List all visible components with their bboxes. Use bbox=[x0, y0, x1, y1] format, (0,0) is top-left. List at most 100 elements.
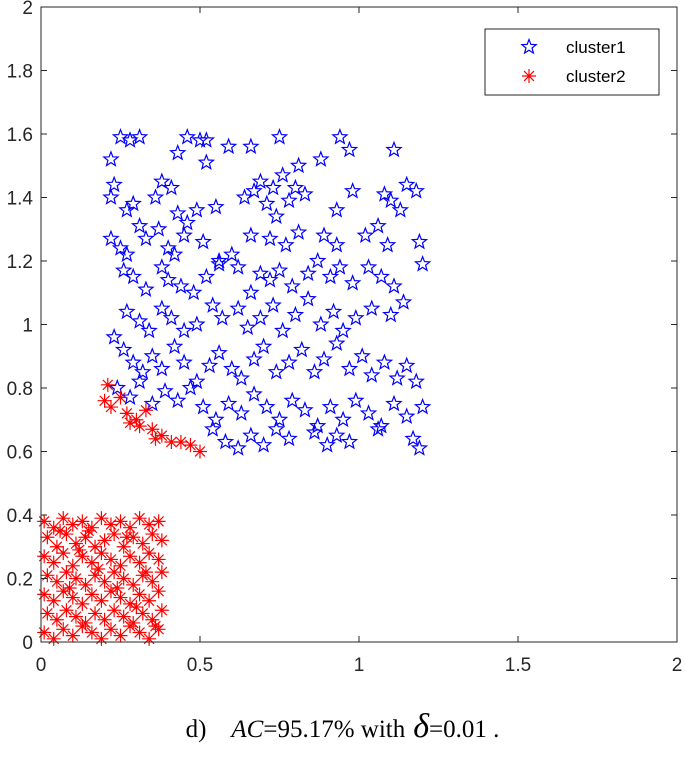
cluster1-point bbox=[404, 429, 422, 447]
y-tick-label: 0.2 bbox=[7, 570, 33, 591]
cluster1-point bbox=[413, 255, 432, 272]
cluster1-point bbox=[175, 321, 193, 339]
cluster1-point bbox=[264, 296, 282, 313]
cluster1-point bbox=[343, 181, 362, 199]
cluster2-point bbox=[72, 542, 87, 557]
cluster1-point bbox=[114, 340, 133, 358]
cluster2-point bbox=[138, 565, 153, 580]
x-tick-label: 1.5 bbox=[505, 655, 531, 676]
cluster2-point bbox=[154, 428, 169, 443]
scatter-chart: 0 0.5 1 1.5 2 0 0.2 0.4 0.6 0.8 1 1.2 1.4 1.6 1.8 2 clu… bbox=[7, 0, 683, 676]
cluster2-point bbox=[129, 412, 144, 427]
cluster2-point bbox=[107, 603, 122, 618]
cluster2-point bbox=[116, 539, 131, 554]
cluster1-point bbox=[391, 201, 410, 218]
cluster2-point bbox=[151, 552, 166, 567]
cluster1-point bbox=[242, 137, 260, 155]
cluster1-point bbox=[251, 308, 270, 326]
cluster1-point bbox=[258, 194, 276, 212]
cluster1-point bbox=[156, 381, 174, 399]
x-tick-label: 0.5 bbox=[187, 655, 213, 676]
cluster2-point bbox=[40, 606, 55, 621]
cluster1-point bbox=[280, 191, 298, 209]
cluster1-point bbox=[216, 432, 235, 450]
cluster1-point bbox=[165, 337, 184, 355]
cluster2-point bbox=[148, 431, 163, 446]
cluster2-point bbox=[183, 438, 198, 453]
cluster1-point bbox=[362, 366, 381, 383]
cluster2-point bbox=[46, 555, 61, 570]
cluster1-point bbox=[362, 299, 381, 317]
cluster1-point bbox=[153, 359, 171, 377]
cluster1-point bbox=[324, 302, 343, 320]
series-cluster1 bbox=[102, 127, 432, 456]
cluster1-point bbox=[197, 131, 216, 148]
cluster2-point bbox=[107, 565, 122, 580]
cluster1-point bbox=[203, 296, 222, 313]
cluster2-point bbox=[145, 422, 160, 437]
cluster1-point bbox=[197, 153, 216, 170]
cluster2-point bbox=[65, 590, 80, 605]
cluster2-point bbox=[151, 514, 166, 529]
cluster2-point bbox=[100, 377, 115, 392]
cluster1-point bbox=[245, 385, 263, 402]
cluster1-point bbox=[105, 175, 123, 193]
y-tick-label: 0.8 bbox=[7, 379, 33, 400]
cluster1-point bbox=[162, 308, 181, 326]
series-layer bbox=[37, 127, 432, 646]
cluster1-point bbox=[296, 401, 314, 418]
cluster2-point bbox=[65, 517, 80, 532]
cluster1-point bbox=[328, 235, 346, 253]
cluster1-point bbox=[165, 245, 184, 263]
cluster1-point bbox=[286, 305, 305, 323]
y-tick-label: 0.6 bbox=[7, 443, 33, 464]
cluster2-point bbox=[145, 612, 160, 627]
cluster1-point bbox=[299, 289, 317, 307]
cluster1-point bbox=[178, 213, 197, 231]
cluster2-point bbox=[56, 511, 71, 526]
cluster2-point bbox=[154, 603, 169, 618]
cluster1-point bbox=[407, 372, 425, 390]
cluster1-point bbox=[197, 267, 216, 285]
cluster1-point bbox=[149, 220, 168, 237]
cluster1-point bbox=[229, 299, 247, 317]
cluster1-point bbox=[340, 432, 359, 450]
cluster1-point bbox=[289, 223, 308, 240]
cluster1-point bbox=[251, 172, 270, 190]
cluster2-point bbox=[56, 546, 71, 561]
cluster2-point bbox=[40, 568, 55, 583]
cluster2-point bbox=[113, 590, 128, 605]
cluster2-point bbox=[97, 393, 112, 408]
cluster1-point bbox=[397, 407, 416, 424]
cluster2-point bbox=[123, 596, 138, 611]
cluster1-point bbox=[200, 356, 219, 374]
cluster2-point bbox=[75, 514, 90, 529]
cluster1-point bbox=[124, 267, 142, 285]
cluster1-point bbox=[137, 229, 155, 247]
cluster1-point bbox=[388, 369, 406, 386]
cluster2-point bbox=[97, 533, 112, 548]
cluster1-point bbox=[382, 305, 400, 323]
cluster1-point bbox=[270, 410, 289, 428]
cluster1-point bbox=[229, 439, 247, 456]
legend-marker-cluster2 bbox=[522, 69, 536, 83]
cluster1-point bbox=[130, 372, 149, 390]
cluster2-point bbox=[110, 581, 125, 596]
cluster1-point bbox=[219, 394, 238, 412]
cluster1-point bbox=[153, 258, 171, 275]
cluster1-point bbox=[397, 356, 416, 374]
cluster1-point bbox=[397, 175, 416, 193]
cluster1-point bbox=[385, 277, 403, 294]
legend-marker-cluster1 bbox=[520, 37, 538, 55]
cluster2-point bbox=[103, 584, 118, 599]
cluster2-point bbox=[173, 434, 188, 449]
cluster1-point bbox=[315, 350, 333, 367]
cluster1-point bbox=[372, 267, 390, 285]
cluster1-point bbox=[130, 127, 149, 145]
axes bbox=[40, 6, 678, 643]
cluster1-point bbox=[134, 362, 152, 380]
cluster2-point bbox=[84, 555, 99, 570]
cluster1-point bbox=[140, 321, 158, 339]
cluster1-point bbox=[286, 178, 305, 196]
cluster1-point bbox=[194, 232, 212, 250]
